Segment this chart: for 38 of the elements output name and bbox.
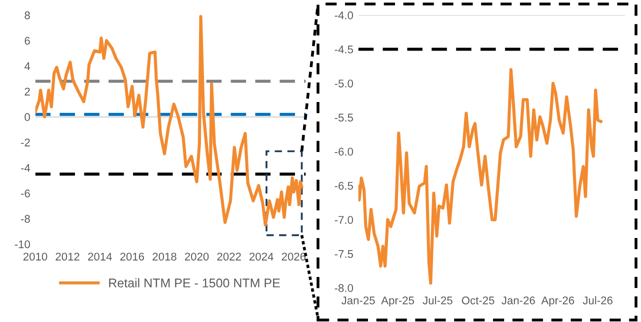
y-tick-label: -6 bbox=[21, 189, 30, 198]
y-tick-label: -8 bbox=[21, 214, 30, 223]
y-tick-label: -5.5 bbox=[334, 114, 353, 122]
x-tick-label: 2024 bbox=[250, 252, 274, 261]
y-tick-label: 6 bbox=[24, 36, 30, 45]
x-tick-label: 2010 bbox=[23, 252, 48, 261]
x-tick-label: 2012 bbox=[56, 252, 80, 261]
y-tick-label: 2 bbox=[24, 88, 30, 96]
y-tick-label: -4 bbox=[21, 164, 30, 172]
y-tick-label: 0 bbox=[24, 113, 30, 122]
y-tick-label: 4 bbox=[24, 62, 30, 70]
x-tick-label: Apr-25 bbox=[381, 296, 414, 307]
y-tick-label: 8 bbox=[24, 11, 30, 20]
y-tick-label: -10 bbox=[14, 240, 30, 248]
y-tick-label: -7.5 bbox=[334, 250, 353, 258]
x-tick-label: Jan-26 bbox=[502, 296, 535, 304]
x-tick-label: 2018 bbox=[152, 252, 176, 261]
y-tick-label: -4.5 bbox=[334, 46, 353, 54]
x-tick-label: 2022 bbox=[217, 252, 241, 261]
y-tick-label: -6.0 bbox=[334, 148, 354, 156]
legend-label: Retail NTM PE - 1500 NTM PE bbox=[109, 278, 280, 288]
x-tick-label: 2014 bbox=[88, 252, 112, 261]
x-tick-label: 2020 bbox=[184, 252, 209, 261]
y-tick-label: -4.0 bbox=[334, 11, 354, 20]
x-tick-label: Oct-25 bbox=[462, 296, 494, 304]
y-tick-label: -8.0 bbox=[334, 284, 354, 292]
x-tick-label: 2026 bbox=[282, 252, 306, 261]
x-tick-label: 2016 bbox=[120, 252, 144, 261]
x-tick-label: Jul-25 bbox=[422, 296, 452, 304]
y-tick-label: -5.0 bbox=[334, 80, 354, 88]
x-tick-label: Apr-26 bbox=[541, 296, 574, 307]
y-tick-label: -6.5 bbox=[334, 182, 353, 190]
y-tick-label: -7.0 bbox=[334, 216, 354, 224]
line-series bbox=[358, 68, 602, 285]
x-tick-label: Jul-26 bbox=[582, 296, 612, 304]
x-tick-label: Jan-25 bbox=[342, 296, 375, 304]
y-tick-label: -2 bbox=[21, 138, 30, 146]
line-series bbox=[35, 15, 304, 227]
